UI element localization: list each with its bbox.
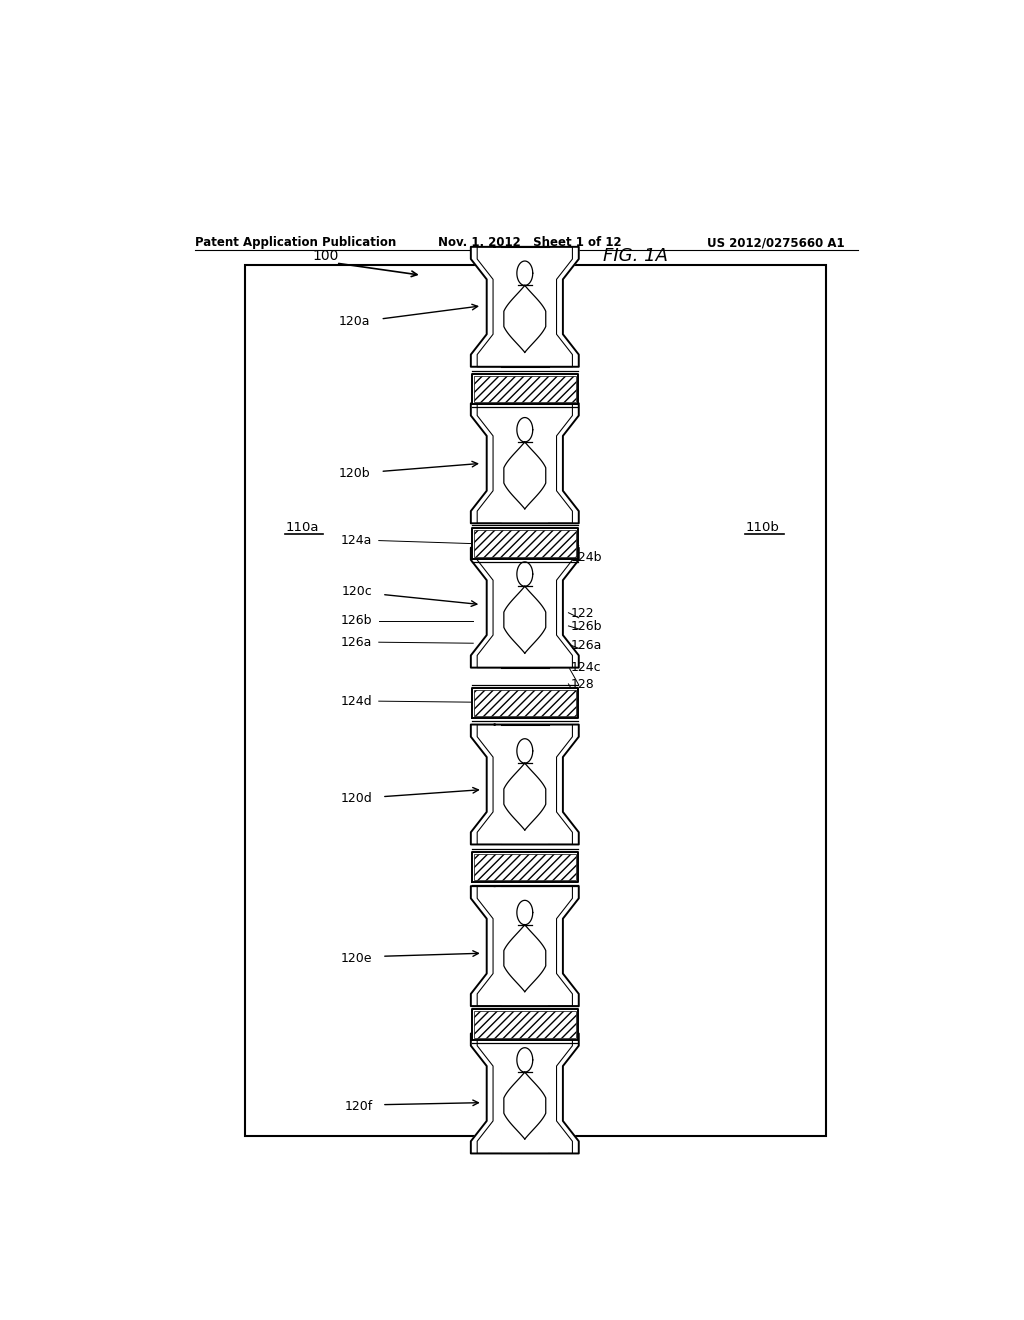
- Bar: [472, 1008, 578, 1040]
- Text: 126b: 126b: [341, 614, 373, 627]
- Text: 120c: 120c: [342, 585, 373, 598]
- Polygon shape: [471, 548, 579, 668]
- Bar: [473, 1011, 577, 1038]
- Text: 100: 100: [312, 249, 339, 263]
- Text: 126b: 126b: [570, 620, 602, 634]
- Bar: [473, 376, 577, 403]
- Polygon shape: [471, 247, 579, 367]
- Bar: [473, 531, 577, 557]
- Bar: [472, 528, 578, 558]
- Text: Nov. 1, 2012   Sheet 1 of 12: Nov. 1, 2012 Sheet 1 of 12: [437, 236, 622, 249]
- Text: 120b: 120b: [338, 467, 370, 480]
- Text: 128: 128: [570, 678, 595, 692]
- Text: 120f: 120f: [344, 1100, 373, 1113]
- Text: FIG. 1A: FIG. 1A: [603, 247, 669, 265]
- Text: US 2012/0275660 A1: US 2012/0275660 A1: [708, 236, 845, 249]
- Polygon shape: [471, 404, 579, 523]
- Bar: [472, 374, 578, 404]
- Text: 120e: 120e: [341, 952, 373, 965]
- Text: 122: 122: [570, 607, 595, 620]
- Bar: [246, 265, 826, 1137]
- Polygon shape: [471, 886, 579, 1006]
- Text: 124a: 124a: [341, 535, 373, 546]
- Bar: [473, 854, 577, 880]
- Text: 124b: 124b: [570, 552, 602, 565]
- Text: 110b: 110b: [745, 521, 780, 533]
- Text: Patent Application Publication: Patent Application Publication: [196, 236, 396, 249]
- Bar: [473, 690, 577, 717]
- Text: 126a: 126a: [341, 636, 373, 648]
- Text: 126a: 126a: [570, 639, 602, 652]
- Bar: [472, 851, 578, 882]
- Polygon shape: [471, 1034, 579, 1154]
- Text: 124c: 124c: [570, 661, 601, 675]
- Text: 124d: 124d: [341, 694, 373, 708]
- Text: 120d: 120d: [341, 792, 373, 805]
- Text: 110a: 110a: [286, 521, 319, 533]
- Polygon shape: [471, 725, 579, 845]
- Text: 120a: 120a: [339, 314, 370, 327]
- Bar: [472, 688, 578, 718]
